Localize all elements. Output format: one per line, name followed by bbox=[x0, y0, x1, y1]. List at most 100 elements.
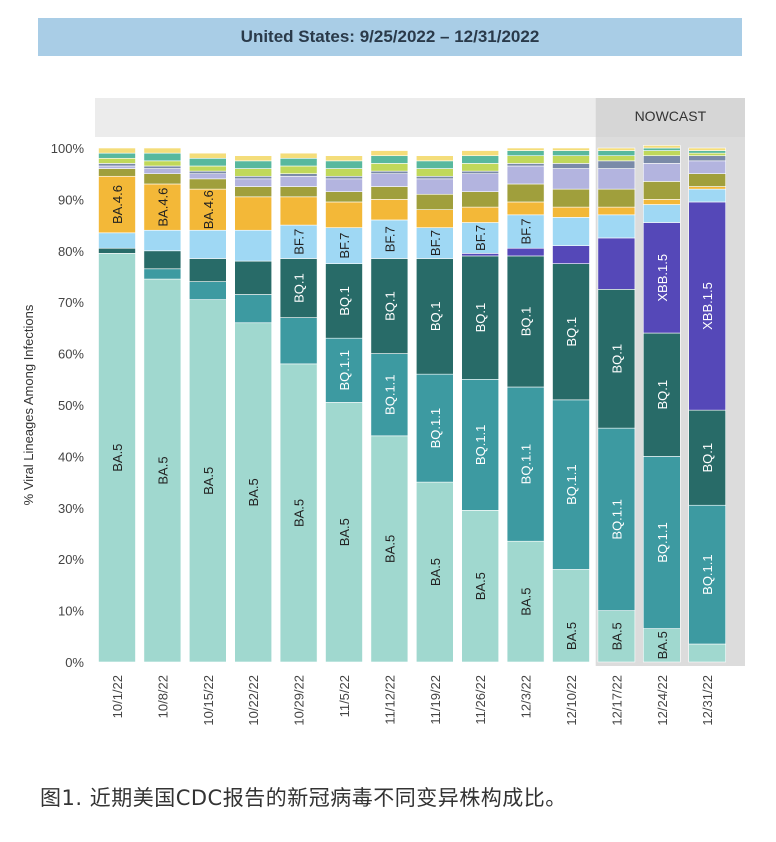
bar-segment bbox=[415, 193, 454, 210]
bar-segment bbox=[506, 540, 545, 663]
bar-segment bbox=[279, 173, 318, 177]
x-tick-label: 10/29/22 bbox=[292, 675, 307, 726]
bar-label: BQ.1 bbox=[655, 380, 670, 410]
bar-segment bbox=[597, 427, 636, 611]
bar-label: XBB.1.5 bbox=[700, 282, 715, 330]
bar-segment bbox=[325, 201, 363, 228]
bar-segment bbox=[688, 173, 727, 187]
bar-segment bbox=[370, 219, 409, 259]
x-tick-label: 12/31/22 bbox=[700, 675, 715, 726]
bar-segment bbox=[642, 150, 681, 157]
bar-segment bbox=[461, 173, 500, 192]
bar-segment bbox=[189, 281, 227, 300]
x-tick-label: 12/3/22 bbox=[519, 675, 534, 718]
bar-segment bbox=[98, 247, 136, 254]
bar-segment bbox=[189, 188, 227, 231]
bar-label: BA.5 bbox=[564, 622, 579, 650]
bar-segment bbox=[370, 163, 409, 172]
bar-segment bbox=[143, 147, 182, 154]
bar-segment bbox=[688, 147, 727, 151]
bar-segment bbox=[325, 337, 363, 403]
bar-segment bbox=[279, 317, 318, 365]
bar-segment bbox=[189, 173, 227, 180]
bar-label: BA.5 bbox=[609, 622, 624, 650]
x-tick-label: 12/24/22 bbox=[655, 675, 670, 726]
bar-segment bbox=[688, 152, 727, 157]
bar-label: BQ.1 bbox=[292, 273, 307, 303]
bar-segment bbox=[461, 255, 500, 380]
bar-segment bbox=[415, 155, 454, 162]
x-tick-label: 11/12/22 bbox=[382, 675, 397, 725]
bar-label: BF.7 bbox=[473, 225, 488, 251]
bar-segment bbox=[461, 222, 500, 254]
bar-segment bbox=[325, 227, 363, 264]
bar-segment bbox=[415, 481, 454, 663]
bar-segment bbox=[234, 229, 272, 262]
bar-segment bbox=[325, 168, 363, 177]
figure-caption: 图1. 近期美国CDC报告的新冠病毒不同变异株构成比。 bbox=[40, 786, 567, 810]
x-tick-label: 12/10/22 bbox=[564, 675, 579, 726]
bar-label: BA.5 bbox=[110, 444, 125, 472]
y-axis-label: % Viral Lineages Among Infections bbox=[21, 304, 36, 505]
bar-segment bbox=[461, 206, 500, 223]
bar-segment bbox=[597, 188, 636, 208]
y-tick-label: 20% bbox=[58, 552, 84, 567]
chart-title-bar: United States: 9/25/2022 – 12/31/2022 bbox=[38, 18, 742, 56]
y-tick-label: 30% bbox=[58, 501, 84, 516]
bar-segment bbox=[279, 224, 318, 259]
bar-segment bbox=[688, 186, 727, 190]
bar-segment bbox=[597, 155, 636, 162]
bar-label: BQ.1 bbox=[337, 286, 352, 316]
bar-segment bbox=[552, 263, 590, 401]
bar-segment bbox=[189, 258, 227, 282]
y-tick-label: 100% bbox=[51, 141, 85, 156]
bar-segment bbox=[597, 160, 636, 169]
bar-segment bbox=[415, 160, 454, 169]
bar-label: BA.4.6 bbox=[110, 185, 125, 224]
bar-segment bbox=[234, 155, 272, 162]
bar-segment bbox=[688, 160, 727, 175]
bar-segment bbox=[143, 268, 182, 280]
bar-label: BQ.1 bbox=[428, 302, 443, 332]
bar-segment bbox=[143, 229, 182, 252]
bar-segment bbox=[506, 165, 545, 185]
bar-label: BQ.1.1 bbox=[655, 522, 670, 562]
bar-segment bbox=[370, 150, 409, 157]
bar-segment bbox=[98, 168, 136, 177]
bar-label: BQ.1 bbox=[564, 317, 579, 347]
bar-label: BQ.1 bbox=[519, 307, 534, 337]
bar-label: BA.5 bbox=[155, 456, 170, 484]
bar-segment bbox=[234, 294, 272, 324]
bar-segment bbox=[143, 168, 182, 174]
bar-segment bbox=[506, 150, 545, 157]
bar-segment bbox=[552, 168, 590, 190]
bar-segment bbox=[688, 643, 727, 663]
bar-segment bbox=[234, 196, 272, 231]
bar-segment bbox=[552, 147, 590, 151]
bar-segment bbox=[143, 152, 182, 162]
bar-label: BA.4.6 bbox=[201, 190, 216, 229]
bar-segment bbox=[642, 199, 681, 205]
bar-segment bbox=[98, 165, 136, 169]
bar-segment bbox=[597, 168, 636, 190]
bar-segment bbox=[552, 188, 590, 208]
bar-segment bbox=[325, 263, 363, 339]
bar-segment bbox=[279, 152, 318, 159]
y-tick-label: 0% bbox=[65, 655, 84, 670]
bar-segment bbox=[370, 353, 409, 437]
bar-segment bbox=[506, 214, 545, 249]
bar-segment bbox=[597, 214, 636, 239]
x-tick-label: 10/22/22 bbox=[246, 675, 261, 726]
bar-segment bbox=[234, 168, 272, 177]
nowcast-label: NOWCAST bbox=[635, 108, 707, 124]
bar-segment bbox=[688, 155, 727, 162]
bar-segment bbox=[279, 165, 318, 175]
bar-segment bbox=[642, 204, 681, 223]
bar-label: BA.5 bbox=[382, 535, 397, 563]
bar-segment bbox=[552, 245, 590, 264]
bar-segment bbox=[461, 191, 500, 208]
bar-segment bbox=[642, 155, 681, 164]
bar-segment bbox=[597, 150, 636, 157]
bar-label: BQ.1.1 bbox=[428, 408, 443, 448]
bar-segment bbox=[370, 199, 409, 221]
